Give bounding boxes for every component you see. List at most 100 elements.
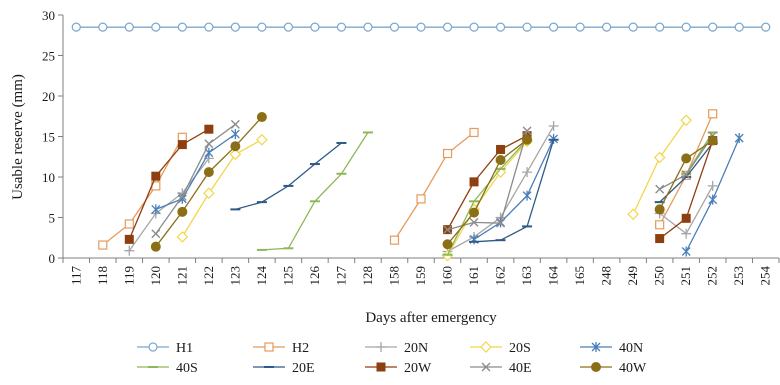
data-point	[522, 134, 533, 145]
x-tick-label: 160	[440, 266, 455, 286]
x-tick-label: 159	[413, 266, 428, 286]
data-point	[653, 151, 666, 164]
data-point	[522, 22, 532, 32]
data-point	[734, 22, 744, 32]
data-point	[708, 194, 718, 205]
x-tick-label: 161	[466, 266, 481, 286]
data-point	[151, 171, 161, 181]
data-point	[203, 167, 214, 178]
data-point	[496, 218, 506, 228]
data-point	[442, 148, 453, 159]
data-point	[442, 22, 453, 32]
data-point	[177, 22, 187, 32]
data-point	[257, 22, 267, 32]
series-line	[235, 142, 342, 211]
series-line	[473, 139, 555, 243]
data-point	[548, 120, 559, 131]
series-20w	[124, 124, 718, 244]
data-point	[681, 170, 691, 180]
legend-marker	[591, 362, 601, 372]
x-tick-label: 119	[121, 266, 136, 285]
x-tick-label: 165	[572, 266, 587, 286]
y-tick-label: 25	[42, 49, 55, 64]
series-line	[446, 140, 528, 256]
x-tick-label: 251	[678, 266, 693, 286]
x-tick-label: 128	[360, 266, 375, 286]
data-point	[627, 208, 639, 221]
y-tick-label: 0	[49, 251, 56, 266]
legend-marker	[481, 362, 491, 372]
x-tick-label: 118	[95, 266, 110, 285]
data-point	[469, 217, 479, 227]
x-tick-label: 249	[625, 266, 640, 286]
legend-label: 40S	[176, 361, 198, 376]
series-line	[102, 136, 183, 246]
series-line	[393, 131, 475, 241]
series-line	[632, 119, 687, 215]
data-point	[628, 22, 638, 32]
series-line	[473, 138, 555, 240]
legend-item: 20E	[253, 361, 315, 376]
data-point	[71, 22, 81, 32]
data-point	[151, 22, 161, 32]
data-point	[256, 133, 268, 146]
data-point	[469, 207, 480, 218]
legend-item: 40E	[470, 361, 532, 376]
data-point	[548, 22, 559, 32]
series-layer	[71, 22, 771, 262]
data-point	[469, 22, 479, 32]
legend-marker	[376, 362, 386, 372]
data-point	[416, 194, 426, 204]
series-line	[155, 123, 236, 235]
x-tick-label: 158	[386, 266, 401, 286]
data-point	[708, 22, 718, 32]
data-point	[336, 22, 347, 32]
y-tick-label: 15	[42, 130, 55, 145]
legend: H1 H2 20N 20S 40N 40S 20E 20W 40E 40W	[137, 341, 647, 376]
data-point	[469, 177, 479, 187]
data-point	[416, 22, 426, 32]
data-point	[495, 22, 506, 32]
series-line	[447, 130, 528, 231]
data-point	[230, 129, 240, 140]
data-point	[681, 228, 692, 239]
data-point	[176, 231, 189, 243]
axes: 0 5 10 15 20 25 30 117 118 119 120 121 122 123 124 125 1…	[42, 8, 780, 286]
legend-marker	[591, 342, 601, 352]
data-point	[734, 133, 744, 144]
x-tick-label: 123	[227, 266, 242, 286]
data-point	[204, 22, 214, 32]
series-line	[261, 132, 369, 251]
y-tick-label: 10	[42, 170, 55, 185]
series-line	[447, 125, 555, 253]
data-point	[495, 154, 506, 165]
series-line	[128, 128, 210, 240]
data-point	[203, 187, 215, 200]
x-tick-label: 252	[705, 266, 720, 286]
series-h1	[71, 22, 771, 32]
data-point	[602, 22, 612, 32]
legend-marker	[148, 342, 158, 352]
legend-item: 20N	[365, 341, 428, 356]
data-point	[681, 153, 692, 164]
data-point	[575, 22, 585, 32]
legend-item: H2	[253, 341, 309, 356]
y-tick-label: 30	[42, 8, 55, 23]
legend-item: 20S	[470, 341, 531, 356]
x-tick-label: 117	[68, 266, 83, 286]
data-point	[761, 22, 771, 32]
legend-label: 20E	[292, 361, 315, 376]
legend-item: 40N	[580, 341, 643, 356]
data-point	[522, 126, 532, 136]
legend-marker	[480, 341, 492, 353]
series-line	[446, 139, 528, 256]
legend-label: 20W	[404, 361, 432, 376]
data-point	[522, 190, 532, 201]
data-point	[496, 144, 506, 154]
legend-label: 20S	[509, 341, 531, 356]
legend-item: H1	[137, 341, 193, 356]
data-point	[389, 235, 400, 245]
x-tick-label: 125	[280, 266, 295, 286]
series-line	[181, 139, 263, 238]
